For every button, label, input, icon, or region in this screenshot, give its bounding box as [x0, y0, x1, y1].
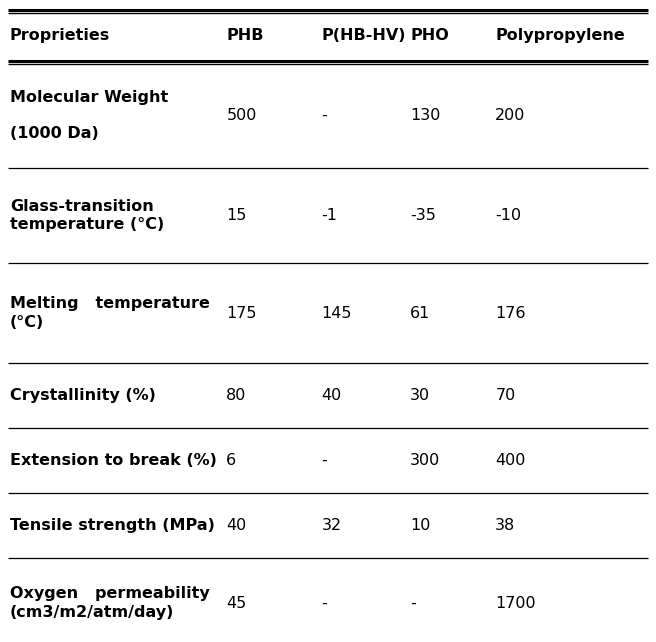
Text: 300: 300 [410, 453, 440, 468]
Text: Polypropylene: Polypropylene [495, 28, 625, 43]
Text: Oxygen   permeability: Oxygen permeability [10, 586, 209, 602]
Text: 61: 61 [410, 306, 430, 320]
Text: Glass-transition: Glass-transition [10, 199, 154, 214]
Text: 15: 15 [226, 208, 247, 223]
Text: Crystallinity (%): Crystallinity (%) [10, 388, 155, 403]
Text: 32: 32 [321, 518, 342, 533]
Text: -: - [410, 596, 416, 611]
Text: Tensile strength (MPa): Tensile strength (MPa) [10, 518, 215, 533]
Text: Extension to break (%): Extension to break (%) [10, 453, 216, 468]
Text: (°C): (°C) [10, 315, 44, 330]
Text: 40: 40 [321, 388, 342, 403]
Text: (cm3/m2/atm/day): (cm3/m2/atm/day) [10, 605, 174, 620]
Text: (1000 Da): (1000 Da) [10, 126, 98, 141]
Text: 38: 38 [495, 518, 516, 533]
Text: temperature (°C): temperature (°C) [10, 217, 164, 232]
Text: -1: -1 [321, 208, 337, 223]
Text: 6: 6 [226, 453, 236, 468]
Text: 45: 45 [226, 596, 247, 611]
Text: 500: 500 [226, 108, 256, 123]
Text: -10: -10 [495, 208, 522, 223]
Text: -: - [321, 596, 327, 611]
Text: P(HB-HV): P(HB-HV) [321, 28, 406, 43]
Text: 176: 176 [495, 306, 525, 320]
Text: 10: 10 [410, 518, 430, 533]
Text: 30: 30 [410, 388, 430, 403]
Text: Melting   temperature: Melting temperature [10, 297, 210, 311]
Text: 80: 80 [226, 388, 247, 403]
Text: 145: 145 [321, 306, 352, 320]
Text: Proprieties: Proprieties [10, 28, 110, 43]
Text: PHB: PHB [226, 28, 264, 43]
Text: -: - [321, 108, 327, 123]
Text: 400: 400 [495, 453, 525, 468]
Text: 40: 40 [226, 518, 247, 533]
Text: -: - [321, 453, 327, 468]
Text: 1700: 1700 [495, 596, 536, 611]
Text: 70: 70 [495, 388, 516, 403]
Text: -35: -35 [410, 208, 436, 223]
Text: 130: 130 [410, 108, 440, 123]
Text: PHO: PHO [410, 28, 449, 43]
Text: 200: 200 [495, 108, 525, 123]
Text: Molecular Weight: Molecular Weight [10, 90, 168, 105]
Text: 175: 175 [226, 306, 256, 320]
